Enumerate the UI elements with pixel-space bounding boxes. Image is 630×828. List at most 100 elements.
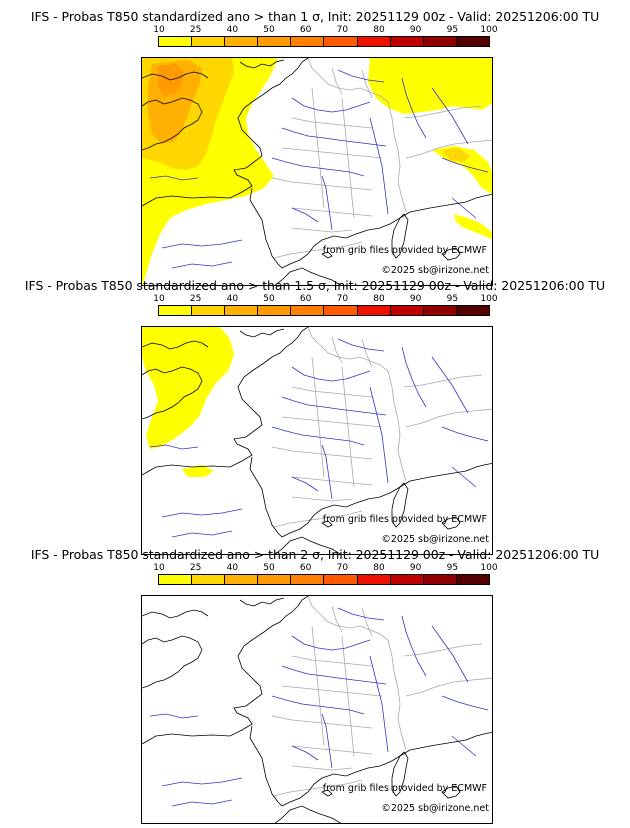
border-line [341,366,355,488]
coastline [321,251,333,259]
probability-area [442,148,470,162]
panel-title: IFS - Probas T850 standardized ano > tha… [30,9,600,24]
river-line [161,239,243,249]
colorbar-swatch [423,575,457,584]
border-line [405,677,492,697]
colorbar-swatch [192,306,226,315]
river-line [149,175,199,181]
river-line [441,695,489,711]
panel-3: IFS - Probas T850 standardized ano > tha… [0,547,630,824]
colorbar-tick-label: 95 [446,25,459,35]
coastline [142,366,203,420]
river-line [149,444,199,450]
border-line [273,510,363,528]
border-line [387,639,407,751]
border-line [311,87,325,209]
rivers [149,69,489,269]
river-line [171,530,233,538]
colorbar-tick-label: 40 [226,294,239,304]
coastline [441,247,461,261]
river-line [451,197,477,219]
border-line [291,476,373,486]
colorbar-swatch [159,306,193,315]
border-line [311,356,325,478]
border-line [331,336,343,364]
colorbar-tick-label: 80 [373,25,385,35]
colorbar-swatch [159,575,193,584]
colorbar-swatches [158,36,490,47]
coastline [409,462,492,482]
probability-shading [142,327,234,477]
colorbar-swatch [456,37,489,46]
colorbar-swatch [159,37,193,46]
colorbar-swatch [258,575,292,584]
colorbar-labels: 10 25 40 50 60 70 80 90 95 100 [153,294,497,305]
colorbar-tick-label: 70 [336,25,349,35]
border-line [291,207,373,217]
coastline [274,267,342,285]
colorbar-tick-label: 60 [299,294,312,304]
border-line [307,327,389,372]
map-france-3 [141,595,493,824]
coastline [239,597,285,607]
coastline [239,328,285,338]
river-line [291,207,319,223]
river-line [401,346,427,408]
coastline [391,482,409,528]
probability-shading [142,58,492,285]
colorbar-swatch [324,37,358,46]
river-line [291,366,371,382]
coastline [142,340,209,350]
river-line [171,799,233,807]
colorbar-swatch [357,575,391,584]
colorbar-tick-label: 25 [189,294,202,304]
coastline [142,58,309,207]
river-line [321,175,333,231]
colorbar-swatch [258,306,292,315]
border-line [405,139,492,159]
river-line [401,615,427,677]
river-line [369,117,389,215]
river-line [337,338,385,352]
border-line [291,655,373,667]
river-line [451,466,477,488]
border-line [281,685,383,697]
coastline [391,213,409,259]
river-line [369,386,389,484]
colorbar-swatch [456,306,489,315]
source-credit: from grib files provided by ECMWF [322,245,487,256]
colorbar-swatch [357,306,391,315]
border-line [387,101,407,213]
border-line [361,69,373,99]
coastline [142,97,203,151]
coastlines [142,58,492,285]
border-line [291,745,373,755]
coastline [391,751,409,797]
coastline [409,731,492,751]
colorbar-swatch [423,37,457,46]
river-line [369,655,389,753]
colorbar-tick-label: 40 [226,563,239,573]
colorbar-tick-label: 95 [446,563,459,573]
river-line [281,396,387,416]
colorbar-tick-label: 10 [153,563,165,573]
river-line [451,735,477,757]
colorbar-tick-label: 95 [446,294,459,304]
border-line [291,227,353,233]
border-line [281,147,383,159]
colorbar-swatch [192,37,226,46]
coastline [441,785,461,799]
colorbar-swatch [291,306,325,315]
colorbar-tick-label: 25 [189,25,202,35]
colorbar-swatch [324,306,358,315]
colorbar-swatch [423,306,457,315]
coastline [142,635,203,689]
rivers [149,338,489,538]
river-line [431,625,469,683]
border-line [331,605,343,633]
colorbar-swatch [225,306,259,315]
panel-title: IFS - Probas T850 standardized ano > tha… [24,278,606,293]
colorbar-tick-label: 90 [409,294,422,304]
river-line [441,426,489,442]
colorbar-tick-label: 10 [153,25,165,35]
